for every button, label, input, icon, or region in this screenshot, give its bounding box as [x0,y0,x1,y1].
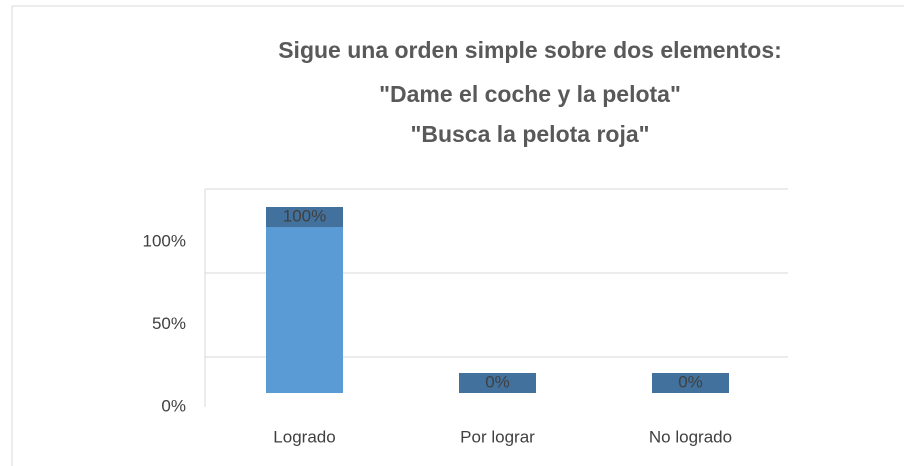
data-label: 0% [485,372,510,391]
x-tick-label: Por lograr [460,427,535,446]
bar-top [652,373,729,393]
y-tick-label: 50% [152,314,186,333]
data-label: 0% [678,372,703,391]
data-label: 100% [283,206,326,225]
chart-title: Sigue una orden simple sobre dos element… [278,37,782,63]
chart-title: "Dame el coche y la pelota" [379,81,681,107]
bar-top [459,373,536,393]
x-tick-label: Logrado [273,427,335,446]
y-tick-label: 100% [143,231,186,250]
chart-title: "Busca la pelota roja" [410,121,649,147]
bar [266,227,343,393]
bar-top [266,207,343,227]
chart-frame [11,5,904,466]
y-tick-label: 0% [161,396,186,415]
x-tick-label: No logrado [649,427,732,446]
